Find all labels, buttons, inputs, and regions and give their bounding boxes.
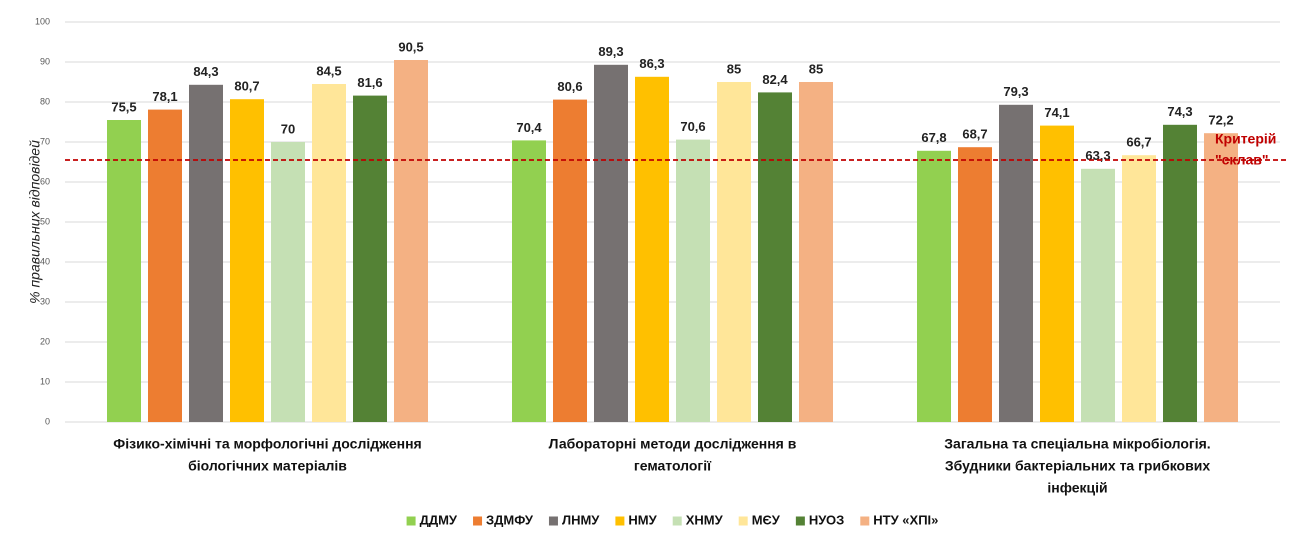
data-label: 78,1: [152, 89, 177, 104]
legend-label: НТУ «ХПІ»: [873, 512, 938, 527]
data-label: 84,5: [316, 63, 341, 78]
y-tick-label: 10: [40, 376, 50, 386]
y-tick-label: 50: [40, 216, 50, 226]
bar: [148, 109, 182, 422]
bar: [1122, 155, 1156, 422]
y-tick-label: 20: [40, 336, 50, 346]
bar: [1040, 125, 1074, 422]
reference-label: "склав": [1215, 152, 1269, 168]
bar: [717, 82, 751, 422]
data-label: 80,7: [234, 79, 259, 94]
x-tick-label: гематології: [634, 458, 712, 474]
data-label: 63,3: [1085, 148, 1110, 163]
x-tick-label: біологічних матеріалів: [188, 458, 347, 474]
bar: [635, 76, 669, 423]
y-tick-label: 100: [35, 16, 50, 26]
legend-swatch: [548, 516, 558, 526]
bar: [553, 99, 587, 422]
data-label: 74,1: [1044, 105, 1069, 120]
bar: [1163, 124, 1197, 423]
bar: [189, 84, 223, 423]
legend-swatch: [473, 516, 483, 526]
legend-label: ХНМУ: [686, 512, 724, 527]
data-label: 85: [809, 61, 823, 76]
legend-label: ЗДМФУ: [486, 512, 534, 527]
legend-swatch: [406, 516, 416, 526]
data-label: 84,3: [193, 64, 218, 79]
data-label: 75,5: [111, 99, 136, 114]
y-tick-label: 70: [40, 136, 50, 146]
y-tick-label: 30: [40, 296, 50, 306]
x-tick-label: Лабораторні методи дослідження в: [549, 436, 797, 452]
legend-swatch: [615, 516, 625, 526]
legend-label: НУОЗ: [809, 512, 844, 527]
bar: [512, 140, 546, 422]
bar: [230, 99, 264, 422]
data-label: 81,6: [357, 75, 382, 90]
bar: [107, 120, 141, 422]
x-tick-label: Загальна та спеціальна мікробіологія.: [944, 436, 1210, 452]
data-label: 79,3: [1003, 84, 1028, 99]
data-label: 70,6: [680, 119, 705, 134]
bar: [999, 104, 1033, 423]
bar: [594, 64, 628, 423]
data-label: 70: [281, 121, 295, 136]
data-label: 67,8: [921, 130, 946, 145]
legend-label: ДДМУ: [420, 512, 458, 527]
x-tick-label: Збудники бактеріальних та грибкових: [945, 458, 1210, 474]
y-tick-label: 90: [40, 56, 50, 66]
bar: [1204, 133, 1238, 422]
reference-label: Критерій: [1215, 131, 1276, 147]
y-tick-label: 60: [40, 176, 50, 186]
bar: [758, 92, 792, 423]
data-label: 85: [727, 61, 741, 76]
data-label: 66,7: [1126, 135, 1151, 150]
bar: [394, 60, 428, 422]
data-label: 72,2: [1208, 113, 1233, 128]
bar: [271, 142, 305, 422]
data-label: 90,5: [398, 39, 423, 54]
y-tick-label: 0: [45, 416, 50, 426]
bar: [917, 150, 951, 423]
data-label: 74,3: [1167, 104, 1192, 119]
bar: [353, 95, 387, 422]
bar: [1081, 168, 1115, 422]
legend-label: НМУ: [628, 512, 657, 527]
y-tick-label: 80: [40, 96, 50, 106]
legend-swatch: [672, 516, 682, 526]
bar: [958, 147, 992, 422]
legend-swatch: [795, 516, 805, 526]
y-axis-label: % правильних відповідей: [27, 140, 43, 304]
bar: [312, 84, 346, 422]
legend-label: МЄУ: [752, 512, 781, 527]
bar: [799, 82, 833, 422]
data-label: 89,3: [598, 44, 623, 59]
legend-label: ЛНМУ: [562, 512, 600, 527]
data-label: 68,7: [962, 127, 987, 142]
data-label: 80,6: [557, 79, 582, 94]
bar: [676, 139, 710, 422]
legend-swatch: [860, 516, 870, 526]
y-tick-label: 40: [40, 256, 50, 266]
data-label: 82,4: [762, 72, 788, 87]
x-tick-label: Фізико-хімічні та морфологічні досліджен…: [113, 436, 421, 452]
data-label: 70,4: [516, 120, 542, 135]
x-tick-label: інфекцій: [1047, 480, 1107, 496]
data-label: 86,3: [639, 56, 664, 71]
legend-swatch: [738, 516, 748, 526]
